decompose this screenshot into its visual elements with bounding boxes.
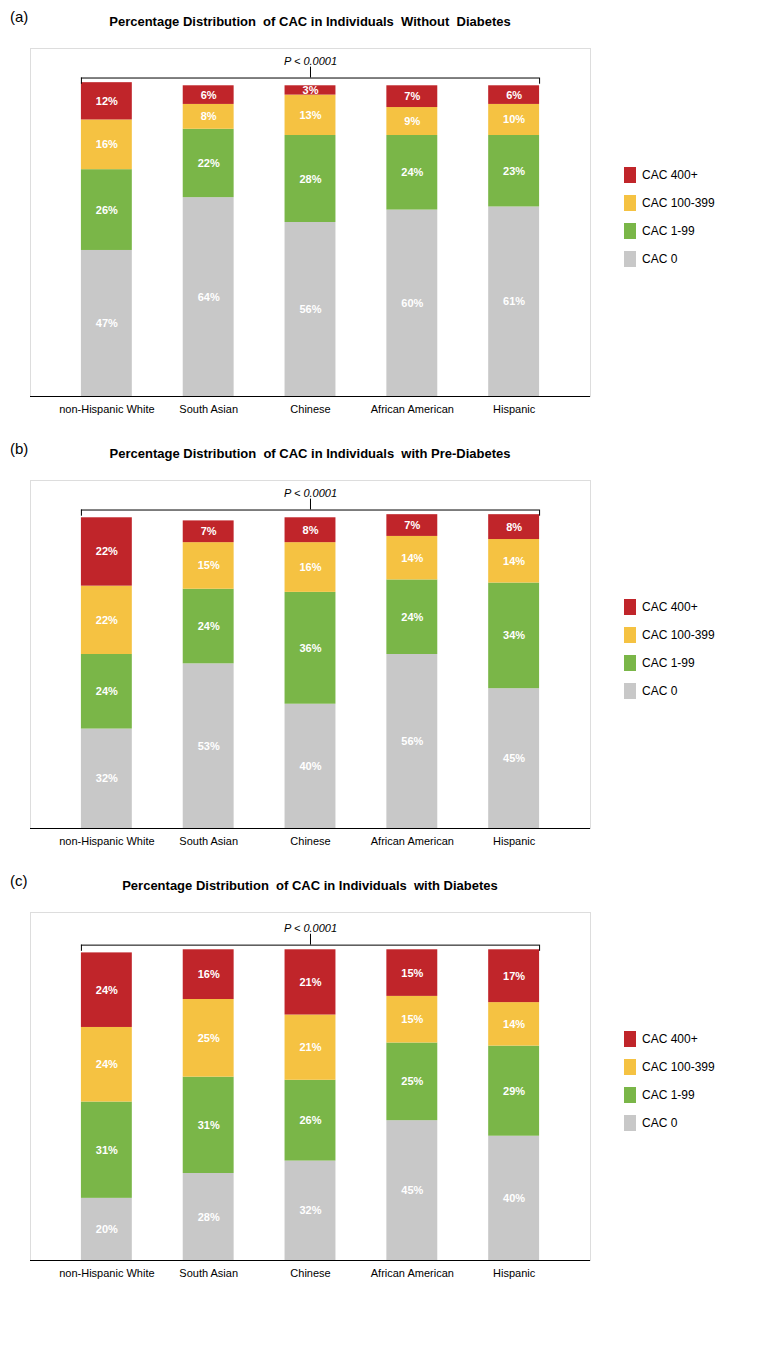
svg-text:P < 0.0001: P < 0.0001 bbox=[284, 487, 337, 499]
svg-text:31%: 31% bbox=[96, 1144, 118, 1156]
svg-text:7%: 7% bbox=[404, 90, 420, 102]
html-text:CAC 1-99: CAC 1-99 bbox=[642, 1088, 695, 1102]
html-text:CAC 400+: CAC 400+ bbox=[642, 1032, 698, 1046]
html-text:CAC 400+: CAC 400+ bbox=[642, 600, 698, 614]
svg-text:6%: 6% bbox=[201, 89, 217, 101]
svg-text:22%: 22% bbox=[96, 614, 118, 626]
svg-text:14%: 14% bbox=[503, 555, 525, 567]
svg-text:6%: 6% bbox=[506, 89, 522, 101]
html-text:CAC 1-99: CAC 1-99 bbox=[642, 656, 695, 670]
svg-text:non-Hispanic White: non-Hispanic White bbox=[59, 835, 154, 847]
svg-text:16%: 16% bbox=[299, 561, 321, 573]
svg-text:non-Hispanic White: non-Hispanic White bbox=[59, 1267, 154, 1279]
svg-text:African American: African American bbox=[371, 1267, 454, 1279]
svg-text:32%: 32% bbox=[299, 1204, 321, 1216]
svg-text:South Asian: South Asian bbox=[179, 1267, 238, 1279]
svg-text:16%: 16% bbox=[96, 138, 118, 150]
svg-text:28%: 28% bbox=[198, 1211, 220, 1223]
svg-text:21%: 21% bbox=[299, 1041, 321, 1053]
html-text:CAC 1-99: CAC 1-99 bbox=[642, 224, 695, 238]
html-text:(c): (c) bbox=[10, 872, 28, 889]
svg-text:31%: 31% bbox=[198, 1119, 220, 1131]
svg-text:60%: 60% bbox=[401, 297, 423, 309]
svg-text:14%: 14% bbox=[401, 552, 423, 564]
svg-text:P < 0.0001: P < 0.0001 bbox=[284, 922, 337, 934]
svg-text:28%: 28% bbox=[299, 173, 321, 185]
svg-text:15%: 15% bbox=[401, 967, 423, 979]
svg-text:64%: 64% bbox=[198, 291, 220, 303]
html-text:CAC 0: CAC 0 bbox=[642, 252, 678, 266]
svg-text:7%: 7% bbox=[404, 519, 420, 531]
svg-text:9%: 9% bbox=[404, 115, 420, 127]
svg-text:24%: 24% bbox=[198, 620, 220, 632]
html-text:CAC 0: CAC 0 bbox=[642, 684, 678, 698]
svg-text:Chinese: Chinese bbox=[290, 403, 330, 415]
svg-text:21%: 21% bbox=[299, 976, 321, 988]
svg-text:non-Hispanic White: non-Hispanic White bbox=[59, 403, 154, 415]
svg-text:Chinese: Chinese bbox=[290, 1267, 330, 1279]
html-text:(a): (a) bbox=[10, 8, 29, 25]
svg-text:32%: 32% bbox=[96, 772, 118, 784]
html-text:CAC 100-399: CAC 100-399 bbox=[642, 1060, 715, 1074]
svg-text:3%: 3% bbox=[303, 84, 319, 96]
svg-text:Hispanic: Hispanic bbox=[493, 835, 536, 847]
html-text:Percentage Distribution of CAC: Percentage Distribution of CAC in Indivi… bbox=[122, 878, 498, 893]
svg-text:African American: African American bbox=[371, 835, 454, 847]
svg-text:56%: 56% bbox=[299, 303, 321, 315]
svg-text:45%: 45% bbox=[401, 1184, 423, 1196]
svg-text:20%: 20% bbox=[96, 1223, 118, 1235]
html-text:CAC 100-399: CAC 100-399 bbox=[642, 196, 715, 210]
svg-text:13%: 13% bbox=[299, 109, 321, 121]
svg-text:36%: 36% bbox=[299, 642, 321, 654]
svg-text:22%: 22% bbox=[96, 545, 118, 557]
svg-text:12%: 12% bbox=[96, 95, 118, 107]
svg-text:17%: 17% bbox=[503, 970, 525, 982]
html-text:CAC 0: CAC 0 bbox=[642, 1116, 678, 1130]
html-text:(b): (b) bbox=[10, 440, 29, 457]
svg-text:South Asian: South Asian bbox=[179, 403, 238, 415]
svg-text:15%: 15% bbox=[401, 1013, 423, 1025]
svg-text:53%: 53% bbox=[198, 740, 220, 752]
svg-text:24%: 24% bbox=[401, 166, 423, 178]
svg-text:23%: 23% bbox=[503, 165, 525, 177]
svg-text:25%: 25% bbox=[198, 1032, 220, 1044]
svg-text:Hispanic: Hispanic bbox=[493, 1267, 536, 1279]
svg-text:40%: 40% bbox=[503, 1192, 525, 1204]
svg-text:Hispanic: Hispanic bbox=[493, 403, 536, 415]
svg-text:8%: 8% bbox=[506, 521, 522, 533]
svg-text:45%: 45% bbox=[503, 752, 525, 764]
svg-text:34%: 34% bbox=[503, 629, 525, 641]
svg-text:24%: 24% bbox=[401, 611, 423, 623]
svg-text:10%: 10% bbox=[503, 113, 525, 125]
svg-text:26%: 26% bbox=[96, 204, 118, 216]
svg-text:26%: 26% bbox=[299, 1114, 321, 1126]
html-text:CAC 100-399: CAC 100-399 bbox=[642, 628, 715, 642]
svg-text:7%: 7% bbox=[201, 525, 217, 537]
svg-text:24%: 24% bbox=[96, 685, 118, 697]
html-text:CAC 400+: CAC 400+ bbox=[642, 168, 698, 182]
svg-text:40%: 40% bbox=[299, 760, 321, 772]
svg-text:22%: 22% bbox=[198, 157, 220, 169]
svg-text:South Asian: South Asian bbox=[179, 835, 238, 847]
svg-text:P < 0.0001: P < 0.0001 bbox=[284, 55, 337, 67]
html-text:Percentage Distribution of CAC: Percentage Distribution of CAC in Indivi… bbox=[109, 14, 511, 29]
svg-text:29%: 29% bbox=[503, 1085, 525, 1097]
svg-text:16%: 16% bbox=[198, 968, 220, 980]
svg-text:56%: 56% bbox=[401, 735, 423, 747]
svg-text:8%: 8% bbox=[201, 110, 217, 122]
html-text:Percentage Distribution of CAC: Percentage Distribution of CAC in Indivi… bbox=[109, 446, 511, 461]
svg-text:15%: 15% bbox=[198, 559, 220, 571]
svg-text:Chinese: Chinese bbox=[290, 835, 330, 847]
svg-text:47%: 47% bbox=[96, 317, 118, 329]
svg-text:African American: African American bbox=[371, 403, 454, 415]
svg-text:14%: 14% bbox=[503, 1018, 525, 1030]
svg-text:8%: 8% bbox=[303, 524, 319, 536]
svg-text:24%: 24% bbox=[96, 1058, 118, 1070]
svg-text:24%: 24% bbox=[96, 984, 118, 996]
svg-text:25%: 25% bbox=[401, 1075, 423, 1087]
svg-text:61%: 61% bbox=[503, 295, 525, 307]
